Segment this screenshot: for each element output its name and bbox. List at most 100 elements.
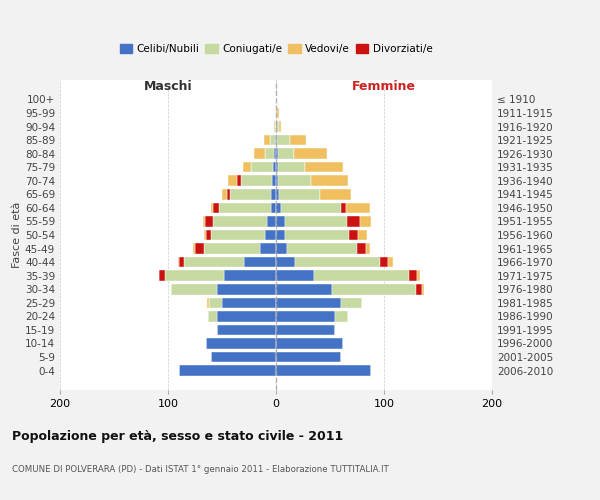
Bar bbox=[214, 202, 219, 213]
Text: COMUNE DI POLVERARA (PD) - Dati ISTAT 1° gennaio 2011 - Elaborazione TUTTITALIA.: COMUNE DI POLVERARA (PD) - Dati ISTAT 1°… bbox=[12, 466, 389, 474]
Bar bbox=[275, 135, 276, 145]
Bar bbox=[358, 230, 367, 240]
Bar bbox=[277, 108, 279, 118]
Bar bbox=[211, 352, 276, 362]
Bar bbox=[217, 324, 276, 335]
Bar bbox=[184, 257, 244, 268]
Bar bbox=[276, 311, 335, 322]
Bar bbox=[295, 257, 380, 268]
Bar bbox=[278, 162, 305, 172]
Text: Femmine: Femmine bbox=[352, 80, 416, 92]
Bar bbox=[380, 257, 388, 268]
Bar bbox=[205, 216, 214, 226]
Bar bbox=[346, 202, 370, 213]
Bar bbox=[222, 298, 276, 308]
Bar bbox=[209, 298, 222, 308]
Bar bbox=[277, 135, 290, 145]
Bar bbox=[271, 189, 276, 200]
Bar bbox=[244, 257, 276, 268]
Text: Maschi: Maschi bbox=[143, 80, 193, 92]
Bar bbox=[171, 284, 217, 294]
Bar bbox=[203, 216, 205, 226]
Bar bbox=[274, 148, 276, 159]
Bar bbox=[335, 311, 349, 322]
Bar bbox=[349, 230, 358, 240]
Bar bbox=[230, 189, 271, 200]
Bar bbox=[276, 244, 287, 254]
Bar bbox=[341, 202, 346, 213]
Bar bbox=[219, 202, 271, 213]
Bar bbox=[279, 121, 281, 132]
Bar bbox=[241, 176, 272, 186]
Bar bbox=[276, 162, 278, 172]
Bar bbox=[276, 230, 284, 240]
Bar bbox=[279, 189, 320, 200]
Bar bbox=[295, 148, 327, 159]
Bar bbox=[265, 148, 274, 159]
Bar bbox=[290, 135, 306, 145]
Bar bbox=[284, 230, 349, 240]
Y-axis label: Fasce di età: Fasce di età bbox=[12, 202, 22, 268]
Bar bbox=[314, 270, 409, 281]
Bar bbox=[271, 202, 276, 213]
Bar bbox=[276, 108, 277, 118]
Bar bbox=[276, 270, 314, 281]
Bar bbox=[227, 189, 230, 200]
Bar bbox=[260, 244, 276, 254]
Bar bbox=[276, 352, 341, 362]
Bar bbox=[272, 176, 276, 186]
Bar bbox=[357, 244, 365, 254]
Bar bbox=[217, 284, 276, 294]
Bar bbox=[341, 298, 362, 308]
Bar bbox=[211, 230, 265, 240]
Bar bbox=[179, 257, 184, 268]
Bar bbox=[276, 366, 371, 376]
Bar bbox=[305, 162, 343, 172]
Bar bbox=[365, 244, 370, 254]
Bar bbox=[214, 216, 268, 226]
Bar bbox=[276, 324, 335, 335]
Bar bbox=[281, 202, 341, 213]
Bar bbox=[422, 284, 424, 294]
Bar bbox=[178, 257, 179, 268]
Bar bbox=[276, 135, 277, 145]
Bar bbox=[278, 148, 295, 159]
Bar bbox=[416, 284, 422, 294]
Bar bbox=[265, 230, 276, 240]
Bar bbox=[217, 311, 276, 322]
Bar bbox=[276, 257, 295, 268]
Bar bbox=[311, 176, 349, 186]
Bar bbox=[229, 176, 237, 186]
Bar bbox=[208, 311, 217, 322]
Bar bbox=[193, 244, 195, 254]
Bar bbox=[274, 121, 275, 132]
Bar bbox=[206, 230, 211, 240]
Bar bbox=[276, 298, 341, 308]
Bar bbox=[332, 284, 416, 294]
Bar bbox=[276, 202, 281, 213]
Bar bbox=[418, 270, 419, 281]
Bar bbox=[222, 189, 227, 200]
Bar bbox=[254, 148, 265, 159]
Bar bbox=[278, 176, 311, 186]
Bar bbox=[320, 189, 350, 200]
Bar bbox=[195, 244, 203, 254]
Bar bbox=[287, 244, 357, 254]
Bar bbox=[276, 176, 278, 186]
Bar bbox=[211, 202, 214, 213]
Bar bbox=[206, 338, 276, 349]
Bar bbox=[360, 216, 371, 226]
Text: Popolazione per età, sesso e stato civile - 2011: Popolazione per età, sesso e stato civil… bbox=[12, 430, 343, 443]
Bar bbox=[242, 162, 251, 172]
Bar bbox=[160, 270, 165, 281]
Bar bbox=[276, 338, 343, 349]
Legend: Celibi/Nubili, Coniugati/e, Vedovi/e, Divorziati/e: Celibi/Nubili, Coniugati/e, Vedovi/e, Di… bbox=[118, 42, 434, 56]
Bar bbox=[179, 366, 276, 376]
Bar bbox=[203, 230, 206, 240]
Bar bbox=[284, 216, 347, 226]
Bar bbox=[276, 189, 279, 200]
Bar bbox=[207, 298, 209, 308]
Bar bbox=[347, 216, 360, 226]
Bar bbox=[237, 176, 241, 186]
Bar bbox=[409, 270, 418, 281]
